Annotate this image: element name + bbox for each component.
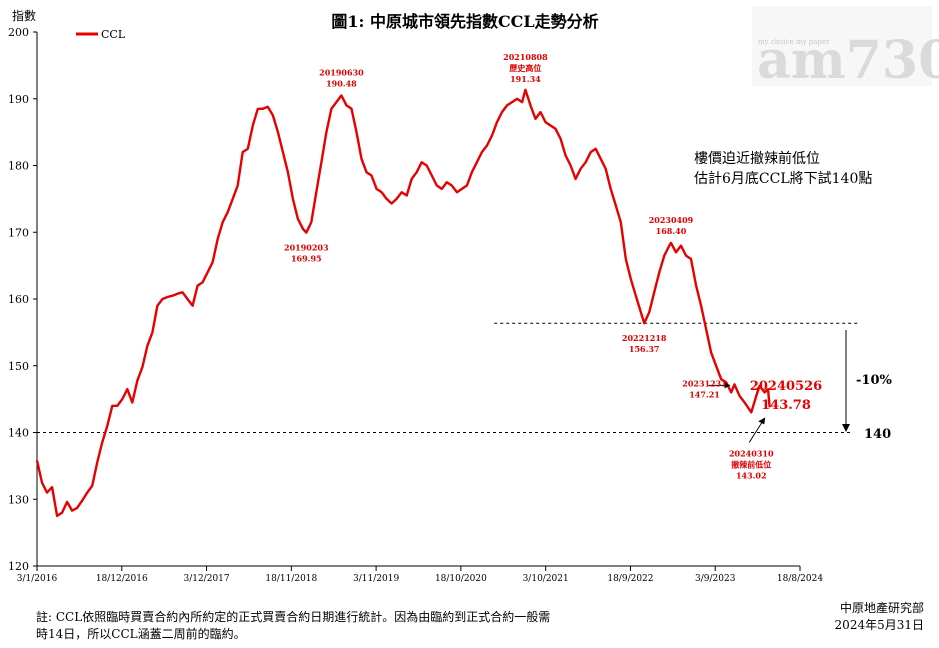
- data-point-label: 147.21: [689, 389, 720, 399]
- drop-arrow-head: [842, 424, 850, 432]
- latest-value-label: 143.78: [761, 398, 811, 413]
- footer-note-line-2: 時14日，所以CCL涵蓋二周前的臨約。: [36, 627, 246, 641]
- x-tick-label: 3/11/2019: [353, 574, 399, 584]
- x-tick-label: 18/12/2016: [96, 574, 148, 584]
- y-tick-label: 180: [8, 160, 29, 173]
- y-axis-label: 指數: [12, 8, 36, 23]
- y-tick-label: 160: [8, 293, 29, 306]
- reference-lines-group: [37, 322, 860, 433]
- y-tick-label: 200: [8, 26, 29, 39]
- data-point-label: 20230409: [649, 215, 694, 225]
- y-tick-label: 140: [8, 427, 29, 440]
- y-tick-label: 150: [8, 360, 29, 373]
- data-point-label: 20221218: [622, 333, 667, 343]
- footer-source-line-2: 2024年5月31日: [834, 618, 924, 632]
- data-point-label: 191.34: [510, 74, 541, 84]
- footer-source: 中原地產研究部 2024年5月31日: [835, 600, 924, 634]
- y-tick-label: 120: [8, 560, 29, 573]
- x-tick-label: 18/8/2024: [777, 574, 823, 584]
- pointer-arrow-line: [748, 420, 764, 443]
- drop-percent-label: -10%: [856, 373, 892, 388]
- x-tick-label: 3/1/2016: [17, 574, 58, 584]
- axes-group: 120 130 140 150 160 170 180 190 200 3/1/2016 18/12…: [8, 26, 823, 584]
- x-tick-label: 3/10/2021: [523, 574, 569, 584]
- data-point-label: 20240310: [729, 448, 774, 458]
- latest-date-label: 20240526: [750, 379, 822, 394]
- data-point-label: 143.02: [736, 470, 767, 480]
- annotation-line-1: 樓價迫近撤辣前低位: [694, 150, 820, 167]
- data-point-label: 20190203: [284, 243, 329, 253]
- y-tick-label: 130: [8, 493, 29, 506]
- data-point-label: 156.37: [629, 344, 660, 354]
- watermark-logo-text: am730: [757, 30, 939, 91]
- x-tick-label: 18/9/2022: [607, 574, 653, 584]
- watermark-badge: [752, 6, 932, 86]
- pointer-arrow-head: [724, 382, 731, 389]
- data-point-label: 撤辣前低位: [731, 459, 771, 469]
- pointer-arrow-head: [758, 417, 766, 425]
- watermark-logo: am730 my choice my paper: [752, 6, 939, 91]
- y-tick-label: 170: [8, 226, 29, 239]
- x-tick-label: 3/12/2017: [183, 574, 229, 584]
- x-tick-label: 3/9/2023: [695, 574, 736, 584]
- data-point-label: 169.95: [291, 254, 322, 264]
- data-point-label: 190.48: [326, 79, 357, 89]
- annotation-line-2: 估計6月底CCL將下試140點: [694, 171, 872, 187]
- data-point-label: 歷史高位: [509, 63, 541, 73]
- chart-title: 圖1: 中原城市領先指數CCL走勢分析: [331, 12, 598, 31]
- footer-note: 註: CCL依照臨時買賣合約內所約定的正式買賣合約日期進行統計。因為由臨約到正式…: [36, 609, 550, 643]
- x-tick-label: 18/10/2020: [435, 574, 487, 584]
- footer-source-line-1: 中原地產研究部: [839, 601, 924, 615]
- data-point-label: 20210808: [503, 52, 548, 62]
- y-tick-label: 190: [8, 93, 29, 106]
- footer-note-line-1: 註: CCL依照臨時買賣合約內所約定的正式買賣合約日期進行統計。因為由臨約到正式…: [36, 610, 551, 624]
- series-group: [35, 88, 771, 518]
- target-value-label: 140: [864, 427, 891, 442]
- watermark-tagline: my choice my paper: [758, 38, 830, 46]
- data-point-label: 20231231: [682, 378, 727, 388]
- series-line-ccl: [35, 88, 771, 518]
- x-tick-label: 18/11/2018: [265, 574, 317, 584]
- data-point-label: 20190630: [319, 68, 364, 78]
- legend-label: CCL: [101, 28, 126, 41]
- data-point-label: 168.40: [656, 226, 687, 236]
